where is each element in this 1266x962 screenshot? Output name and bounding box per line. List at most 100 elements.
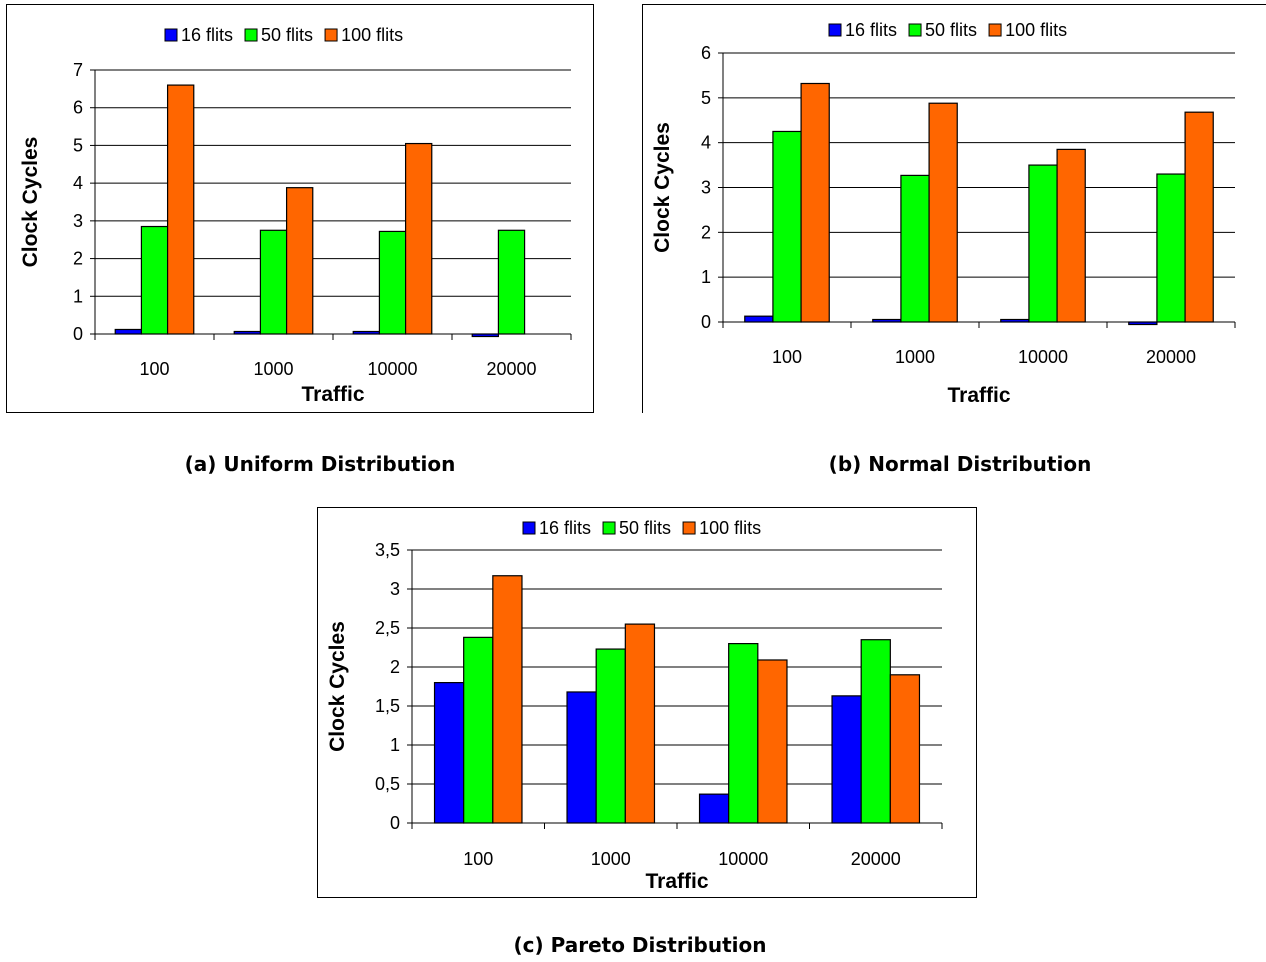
legend-label: 16 flits: [181, 25, 233, 45]
legend-label: 50 flits: [261, 25, 313, 45]
y-tick-label: 6: [701, 43, 711, 63]
legend-swatch: [682, 521, 696, 535]
x-tick-label: 100: [463, 849, 493, 869]
y-tick-label: 0: [73, 324, 83, 344]
y-tick-label: 2: [701, 222, 711, 242]
bar-50-flits-1000: [595, 648, 626, 824]
legend-swatch: [908, 23, 922, 37]
bar-16-flits-100: [114, 328, 143, 335]
x-axis-title: Traffic: [301, 383, 364, 406]
bar-100-flits-1000: [928, 102, 958, 323]
x-axis-title: Traffic: [645, 870, 708, 893]
y-tick-label: 0: [701, 312, 711, 332]
bar-50-flits-10000: [1028, 164, 1058, 323]
y-tick-label: 2: [73, 249, 83, 269]
normal-bar-chart: 0 1 2 3 4 5 6 100 1000 10000 20000 Traffic Clock Cyc…: [651, 20, 1236, 407]
legend-label: 100 flits: [699, 518, 761, 538]
bar-50-flits-20000: [497, 229, 526, 335]
y-tick-label: 6: [73, 98, 83, 118]
y-tick-label: 4: [701, 133, 711, 153]
uniform-bar-chart: 0 1 2 3 4 5 6 7 100 1000 10000 20000 Traffic Clock Cy…: [19, 25, 572, 406]
y-tick-label: 1: [73, 286, 83, 306]
bar-16-flits-10000: [352, 330, 381, 335]
bar-50-flits-100: [140, 225, 169, 335]
y-tick-label: 2,5: [375, 618, 400, 638]
x-tick-label: 10000: [1018, 347, 1068, 367]
y-tick-label: 4: [73, 173, 83, 193]
chart-panel-normal: 0 1 2 3 4 5 6 100 1000 10000 20000 Traffic Clock Cyc…: [642, 4, 1266, 413]
bar-100-flits-1000: [624, 623, 656, 824]
x-tick-label: 1000: [253, 359, 293, 379]
x-tick-label: 1000: [895, 347, 935, 367]
bar-100-flits-100: [800, 82, 830, 323]
x-tick-label: 10000: [718, 849, 768, 869]
bar-16-flits-1000: [872, 318, 902, 323]
bar-16-flits-1000: [566, 691, 597, 824]
legend-label: 16 flits: [539, 518, 591, 538]
bar-16-flits-100: [433, 682, 465, 824]
bar-16-flits-1000: [233, 330, 262, 335]
y-tick-label: 1,5: [375, 696, 400, 716]
bar-50-flits-20000: [860, 639, 891, 824]
y-axis-title: Clock Cycles: [326, 621, 349, 752]
x-tick-label: 1000: [591, 849, 631, 869]
bar-50-flits-1000: [259, 229, 288, 335]
legend-swatch: [602, 521, 616, 535]
legend-label: 100 flits: [341, 25, 403, 45]
chart-panel-pareto: 0 0,5 1 1,5 2 2,5 3 3,5 100 1000 10000 20000 Traffic…: [317, 507, 977, 898]
bar-16-flits-20000: [831, 695, 862, 824]
y-tick-label: 3: [701, 178, 711, 198]
bar-100-flits-20000: [889, 674, 921, 824]
bar-16-flits-20000: [471, 333, 500, 338]
bar-16-flits-10000: [698, 793, 730, 824]
bar-100-flits-10000: [1056, 148, 1086, 323]
y-tick-label: 3: [73, 211, 83, 231]
legend-label: 16 flits: [845, 20, 897, 40]
caption-pareto: (c) Pareto Distribution: [513, 933, 767, 957]
legend-swatch: [244, 28, 258, 42]
x-tick-label: 20000: [851, 849, 901, 869]
y-tick-label: 0,5: [375, 774, 400, 794]
y-tick-label: 5: [701, 88, 711, 108]
bar-100-flits-10000: [757, 659, 788, 824]
x-tick-label: 20000: [486, 359, 536, 379]
bar-16-flits-100: [744, 315, 774, 323]
y-tick-label: 0: [390, 813, 400, 833]
legend-label: 100 flits: [1005, 20, 1067, 40]
legend-swatch: [164, 28, 178, 42]
bar-50-flits-10000: [728, 643, 759, 824]
x-tick-label: 100: [139, 359, 169, 379]
bar-50-flits-1000: [900, 174, 930, 323]
bar-16-flits-10000: [1000, 318, 1030, 323]
y-tick-label: 5: [73, 135, 83, 155]
x-tick-label: 100: [772, 347, 802, 367]
x-tick-label: 10000: [367, 359, 417, 379]
y-tick-label: 1: [390, 735, 400, 755]
bar-50-flits-20000: [1156, 173, 1186, 323]
legend-swatch: [988, 23, 1002, 37]
legend-label: 50 flits: [619, 518, 671, 538]
bar-100-flits-20000: [1184, 111, 1214, 323]
chart-panel-uniform: 0 1 2 3 4 5 6 7 100 1000 10000 20000 Traffic Clock Cy…: [6, 4, 594, 413]
bar-100-flits-10000: [404, 142, 433, 335]
x-tick-label: 20000: [1146, 347, 1196, 367]
y-tick-label: 2: [390, 657, 400, 677]
y-axis-title: Clock Cycles: [651, 122, 674, 253]
bar-16-flits-20000: [1128, 321, 1158, 326]
caption-normal: (b) Normal Distribution: [828, 452, 1092, 476]
y-tick-label: 3: [390, 579, 400, 599]
y-tick-label: 7: [73, 60, 83, 80]
x-axis-title: Traffic: [947, 384, 1010, 407]
legend-label: 50 flits: [925, 20, 977, 40]
legend-swatch: [828, 23, 842, 37]
bar-100-flits-100: [166, 84, 195, 335]
bar-50-flits-100: [463, 636, 494, 824]
legend-swatch: [522, 521, 536, 535]
y-tick-label: 1: [701, 267, 711, 287]
legend-swatch: [324, 28, 338, 42]
bar-100-flits-100: [492, 575, 523, 824]
caption-uniform: (a) Uniform Distribution: [184, 452, 456, 476]
bar-100-flits-1000: [285, 187, 314, 335]
y-axis-title: Clock Cycles: [19, 137, 42, 268]
bar-50-flits-100: [772, 130, 802, 323]
